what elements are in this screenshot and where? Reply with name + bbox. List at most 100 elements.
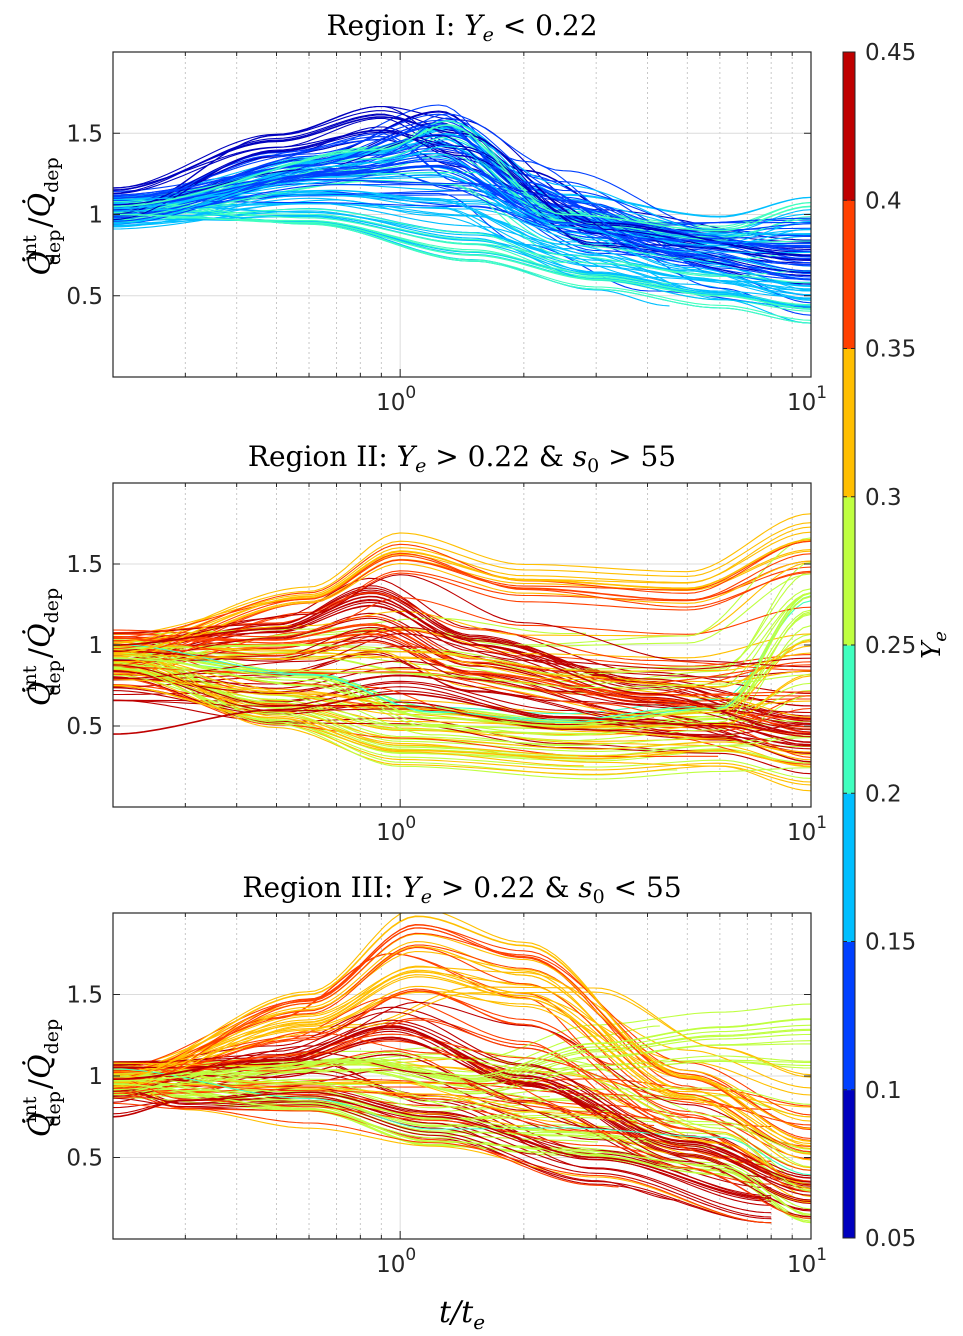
x-axis-label: t/te	[439, 1295, 485, 1334]
series-line-4	[113, 1018, 811, 1082]
series-group	[113, 513, 811, 792]
series-line	[113, 633, 811, 680]
series-line	[113, 690, 811, 745]
series-line	[113, 1086, 772, 1224]
series-line	[113, 664, 811, 736]
series-line	[113, 673, 584, 767]
y-tick-label: 0.5	[66, 284, 103, 310]
series-line	[113, 588, 811, 670]
series-line	[113, 640, 811, 688]
series-line	[113, 1038, 811, 1186]
series-line	[113, 941, 811, 1169]
colorbar-tick-label: 0.45	[865, 40, 916, 66]
series-line	[113, 574, 811, 668]
series-line-4	[113, 213, 811, 310]
series-line	[113, 552, 811, 638]
y-tick-label: 0.5	[66, 1146, 103, 1172]
series-line	[113, 950, 811, 1122]
series-line	[113, 199, 811, 274]
series-line	[113, 570, 811, 668]
series-line	[113, 990, 811, 1171]
y-tick-label: 1	[88, 633, 103, 659]
series-line	[113, 686, 811, 763]
series-line	[113, 206, 662, 284]
x-tick-label: 101	[787, 383, 827, 416]
series-line	[113, 553, 811, 657]
series-line	[113, 120, 811, 229]
series-line-1	[113, 116, 811, 256]
series-line-2	[113, 595, 811, 735]
series-line	[113, 129, 811, 261]
panel-title: Region I: Ye < 0.22	[326, 9, 597, 46]
series-line-5	[113, 692, 811, 743]
y-tick-label: 1.5	[66, 552, 103, 578]
series-line	[113, 1019, 811, 1182]
series-line-3	[113, 1083, 811, 1216]
series-line	[113, 639, 811, 747]
y-tick-label: 0.5	[66, 714, 103, 740]
series-line	[113, 1097, 680, 1201]
ticks	[112, 483, 812, 807]
series-line	[113, 203, 811, 291]
series-line	[113, 651, 811, 754]
series-line	[113, 592, 811, 671]
series-line	[113, 180, 811, 262]
colorbar-segment	[843, 941, 855, 1091]
series-line-4	[113, 684, 811, 768]
series-line	[113, 513, 811, 644]
series-line	[113, 637, 811, 728]
x-tick-label: 101	[787, 813, 827, 846]
series-line	[113, 198, 811, 321]
series-line	[113, 1083, 811, 1118]
series-line	[113, 585, 811, 730]
y-tick-label: 1.5	[66, 121, 103, 147]
x-tick-label: 100	[376, 813, 416, 846]
series-line	[113, 1060, 811, 1094]
series-line	[113, 152, 811, 254]
colorbar-tick-label: 0.3	[865, 485, 902, 511]
series-group	[113, 104, 811, 324]
colorbar-tick-label: 0.2	[865, 781, 902, 807]
series-line	[113, 1065, 811, 1105]
y-axis-label: Q̇int dep/Q̇dep	[19, 1019, 65, 1137]
series-line	[113, 197, 811, 283]
series-line	[113, 699, 700, 752]
x-tick-label: 101	[787, 1245, 827, 1278]
panel-title: Region II: Ye > 0.22 & s0 > 55	[248, 440, 676, 477]
panel-region-3: 0.5 1 1.5 100 101 Region III: Ye > 0.22 & s0 …	[19, 871, 827, 1278]
series-line	[113, 611, 811, 737]
series-line	[113, 1089, 537, 1155]
series-line	[113, 1090, 772, 1224]
colorbar-tick-label: 0.15	[865, 930, 916, 956]
series-line	[113, 615, 675, 701]
x-tick-label: 100	[376, 1245, 416, 1278]
series-line	[113, 117, 811, 232]
series-line	[113, 991, 811, 1118]
series-line	[113, 1024, 811, 1079]
series-line	[113, 985, 705, 1104]
series-line-2	[113, 124, 811, 248]
series-line	[113, 139, 811, 236]
colorbar-segment	[843, 200, 855, 349]
series-line	[113, 145, 811, 247]
series-line-3	[113, 595, 811, 727]
series-line	[113, 1055, 811, 1093]
colorbar-segment	[843, 793, 855, 942]
colorbar: 0.05 0.1 0.15 0.2 0.25 0.3 0.35 0.4 0.45 Ye	[842, 40, 951, 1252]
series-line	[113, 965, 811, 1130]
y-tick-label: 1	[88, 1064, 103, 1090]
series-line-2	[113, 1026, 811, 1183]
series-line	[113, 179, 811, 278]
series-line	[113, 1068, 811, 1176]
series-line	[113, 971, 811, 1161]
colorbar-segment	[843, 52, 855, 201]
series-group	[113, 913, 811, 1224]
series-line	[113, 626, 811, 731]
series-line	[113, 677, 719, 758]
series-line	[113, 190, 811, 300]
series-line	[113, 134, 811, 257]
y-tick-label: 1.5	[66, 983, 103, 1009]
series-line	[113, 644, 811, 716]
y-axis-label: Q̇int dep/Q̇dep	[19, 588, 65, 706]
